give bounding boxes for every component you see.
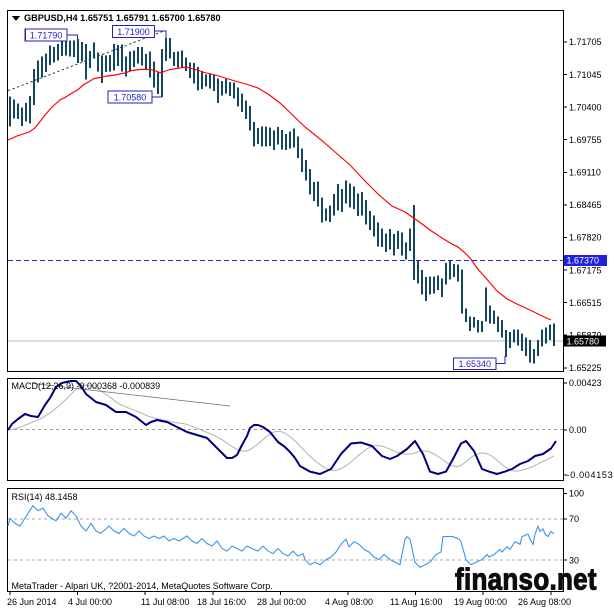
svg-text:1.69755: 1.69755 — [569, 135, 602, 145]
svg-text:18 Jul 16:00: 18 Jul 16:00 — [197, 597, 246, 607]
svg-text:1.71790: 1.71790 — [30, 30, 63, 40]
svg-text:11 Aug 16:00: 11 Aug 16:00 — [390, 597, 442, 607]
svg-text:4 Aug 08:00: 4 Aug 08:00 — [325, 597, 373, 607]
svg-text:1.69110: 1.69110 — [569, 168, 601, 178]
svg-text:70: 70 — [569, 514, 579, 524]
svg-text:26 Jun 2014: 26 Jun 2014 — [7, 597, 57, 607]
svg-text:1.67370: 1.67370 — [567, 256, 600, 266]
svg-text:26 Aug 08:00: 26 Aug 08:00 — [518, 597, 571, 607]
svg-text:11 Jul 08:00: 11 Jul 08:00 — [141, 597, 189, 607]
svg-text:100: 100 — [569, 489, 584, 499]
svg-text:1.65225: 1.65225 — [569, 363, 602, 373]
svg-text:1.70400: 1.70400 — [569, 102, 602, 112]
svg-text:1.71900: 1.71900 — [117, 27, 150, 37]
svg-text:1.70580: 1.70580 — [114, 92, 147, 102]
svg-text:1.67820: 1.67820 — [569, 233, 602, 243]
svg-text:19 Aug 00:00: 19 Aug 00:00 — [454, 597, 507, 607]
svg-text:1.67175: 1.67175 — [569, 265, 602, 275]
svg-text:1.65340: 1.65340 — [458, 359, 491, 369]
svg-text:4 Jul 00:00: 4 Jul 00:00 — [68, 597, 112, 607]
svg-text:RSI(14) 48.1458: RSI(14) 48.1458 — [12, 492, 78, 502]
svg-text:finanso.net: finanso.net — [455, 562, 597, 597]
svg-text:MetaTrader - Alpari UK, ?2001-: MetaTrader - Alpari UK, ?2001-2014, Meta… — [12, 581, 273, 591]
svg-text:28 Jul 00:00: 28 Jul 00:00 — [257, 597, 306, 607]
svg-text:1.68465: 1.68465 — [569, 200, 602, 210]
svg-text:1.71705: 1.71705 — [569, 37, 602, 47]
svg-text:1.65870: 1.65870 — [569, 330, 602, 340]
svg-text:1.65780: 1.65780 — [567, 336, 600, 346]
svg-text:1.66515: 1.66515 — [569, 298, 602, 308]
svg-text:1.71045: 1.71045 — [569, 70, 602, 80]
svg-text:MACD(12,26,9) -0.000368 -0.000: MACD(12,26,9) -0.000368 -0.000839 — [12, 381, 161, 391]
svg-text:-0.004153: -0.004153 — [567, 470, 614, 480]
svg-text:30: 30 — [569, 555, 579, 565]
svg-text:0.00: 0.00 — [569, 425, 587, 435]
svg-text:GBPUSD,H4 1.65751 1.65791 1.6: GBPUSD,H4 1.65751 1.65791 1.65700 1.6578… — [24, 13, 221, 23]
svg-text:0.00423: 0.00423 — [569, 378, 602, 388]
